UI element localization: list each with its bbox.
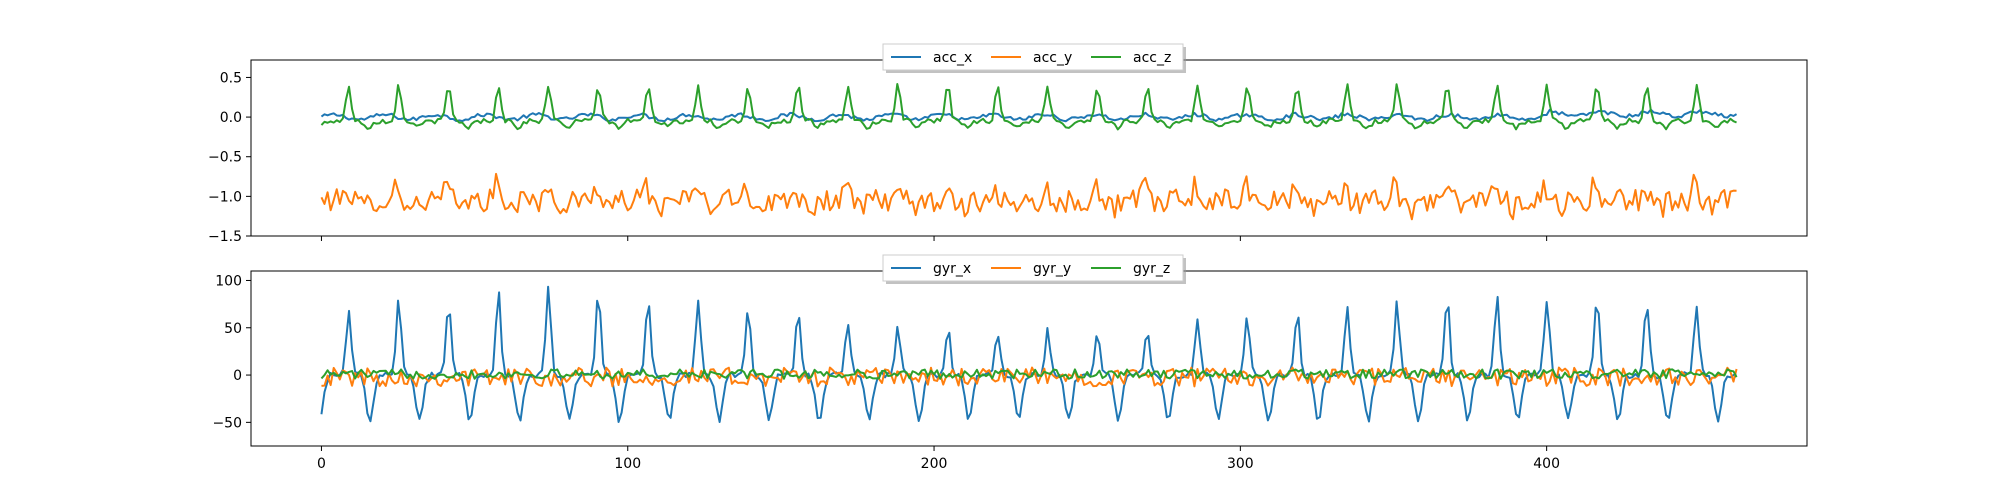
series-line-gyr_x [320, 285, 1737, 423]
legend-label-acc_x: acc_x [933, 50, 972, 66]
y-tick-label: 0 [233, 368, 242, 384]
plot-frame [250, 270, 1808, 447]
series-line-gyr_z [320, 368, 1738, 380]
y-tick-label: 100 [215, 273, 242, 289]
x-tick-label: 200 [921, 456, 948, 472]
series-line-acc_x [320, 108, 1738, 123]
x-tick-label: 100 [614, 456, 641, 472]
legend-label-acc_z: acc_z [1133, 50, 1171, 66]
y-tick-label: −1.0 [208, 189, 242, 205]
legend-label-gyr_x: gyr_x [933, 261, 971, 277]
legend-label-acc_y: acc_y [1033, 50, 1072, 66]
y-tick-label: −0.5 [208, 150, 242, 166]
series-line-acc_z [320, 83, 1737, 131]
x-tick-label: 300 [1227, 456, 1254, 472]
accelerometer-plot: 0.5 0.0 −0.5 −1.0 −1.5 acc_x acc_y acc_z [208, 43, 1808, 245]
x-tick-label: 400 [1533, 456, 1560, 472]
legend: acc_x acc_y acc_z [882, 43, 1186, 73]
legend-label-gyr_y: gyr_y [1033, 261, 1071, 277]
legend: gyr_x gyr_y gyr_z [882, 254, 1186, 284]
x-tick-label: 0 [317, 456, 326, 472]
y-tick-label: −50 [212, 415, 242, 431]
y-tick-label: 0.0 [220, 110, 242, 126]
gyroscope-plot: 100 50 0 −50 0 100 200 300 400 gyr_x gyr_y gyr_z [212, 254, 1808, 472]
y-tick-label: 0.5 [220, 70, 242, 86]
legend-label-gyr_z: gyr_z [1133, 261, 1170, 277]
y-tick-label: −1.5 [208, 229, 242, 245]
series-line-acc_y [320, 172, 1737, 221]
y-tick-label: 50 [224, 321, 242, 337]
